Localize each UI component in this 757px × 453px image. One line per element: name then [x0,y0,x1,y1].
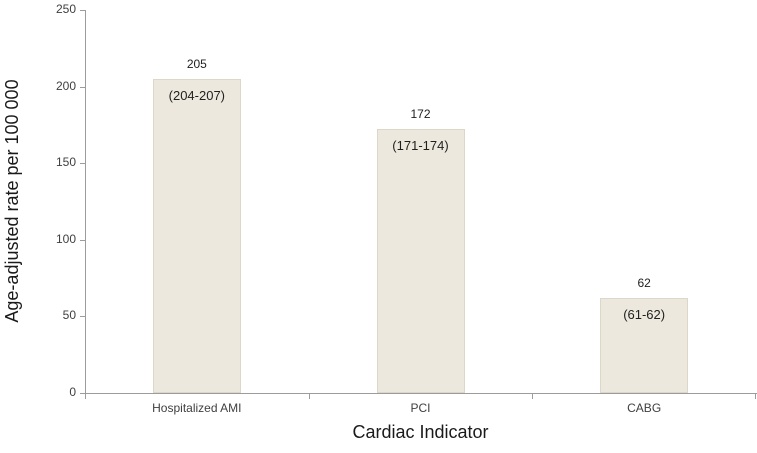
bar-pci [376,129,465,393]
bar-cabg [600,298,689,393]
x-axis-tick-mark [532,394,534,399]
bar-hospitalized-ami [152,78,241,393]
x-axis-category-label: Hospitalized AMI [152,401,242,415]
y-axis-tick-label: 150 [55,155,76,170]
y-axis-tick-label: 0 [69,385,76,399]
y-axis-tick-mark [80,86,85,88]
bar-value-label: 62 [637,276,651,291]
x-axis-category-label: PCI [410,401,431,415]
bar-value-label: 205 [186,56,207,71]
x-axis-title: Cardiac Indicator [352,422,489,442]
y-axis-tick-mark [80,316,85,318]
x-axis-tick-mark [755,394,756,399]
y-axis-tick-label: 200 [55,78,76,93]
y-axis-tick-mark [80,163,85,165]
x-axis-category-label: CABG [627,401,662,415]
x-axis-tick-mark [308,394,310,399]
y-axis-tick-label: 100 [55,231,76,246]
bar-value-label: 172 [410,107,431,122]
plot-area [85,10,757,394]
bar-ci-label: (61-62) [623,307,666,323]
y-axis-tick-label: 250 [55,2,76,16]
y-axis-tick-mark [80,10,85,11]
y-axis-tick-mark [80,393,85,394]
y-axis-tick-label: 50 [62,308,76,323]
y-axis-title-text: Age-adjusted rate per 100 000 [2,79,22,323]
y-axis-tick-mark [80,239,85,241]
bar-ci-label: (204-207) [168,87,226,103]
x-axis-tick-mark [85,394,86,399]
bar-ci-label: (171-174) [392,138,449,154]
